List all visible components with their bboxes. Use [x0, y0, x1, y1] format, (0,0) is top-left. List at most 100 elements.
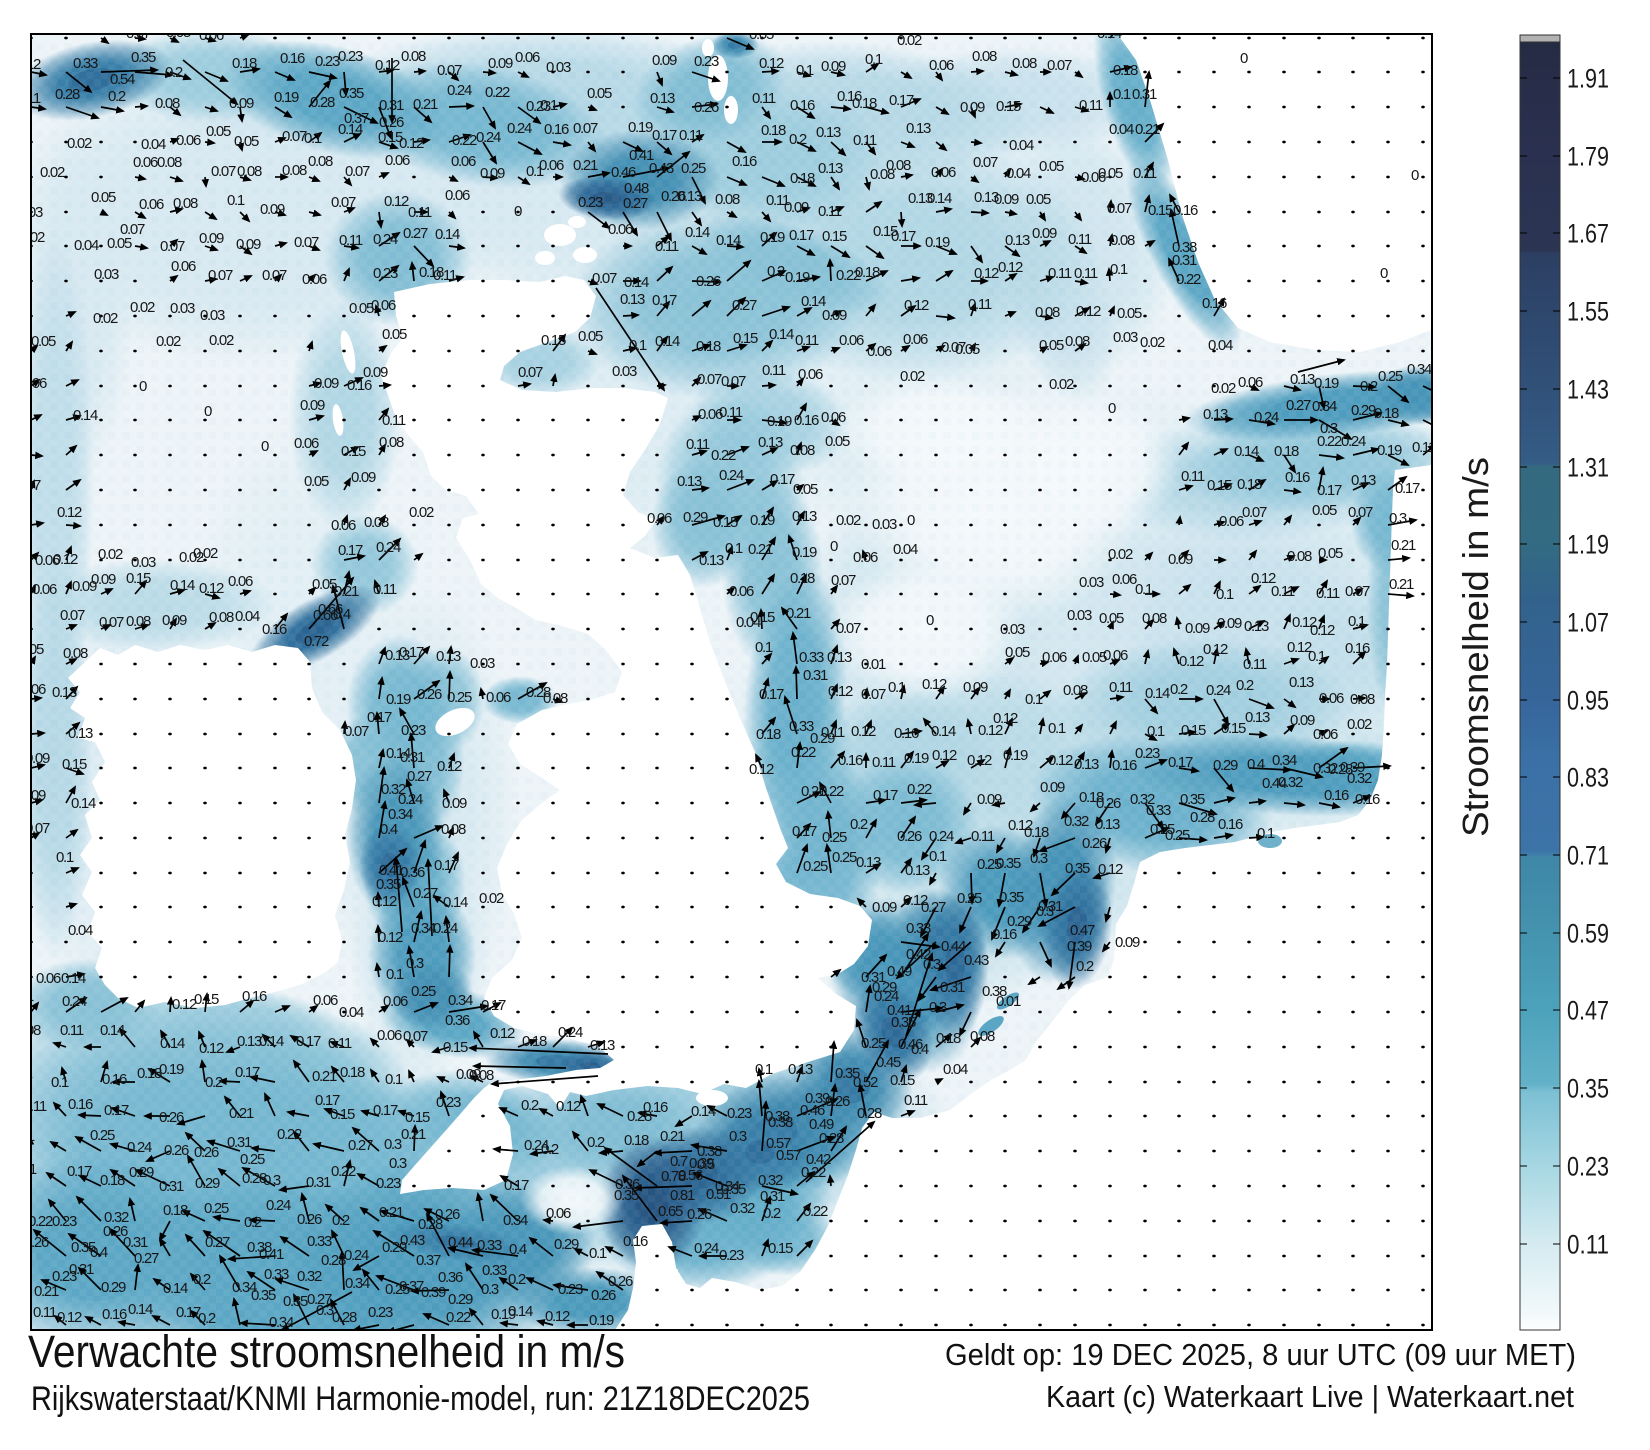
svg-text:0.17: 0.17	[770, 471, 795, 488]
svg-text:0.22: 0.22	[28, 1213, 53, 1230]
svg-text:0.11: 0.11	[719, 404, 743, 421]
svg-text:0.26: 0.26	[164, 1142, 189, 1159]
svg-text:0.33: 0.33	[799, 649, 824, 666]
svg-text:0.33: 0.33	[1146, 802, 1171, 819]
svg-text:0.15: 0.15	[378, 129, 403, 146]
svg-text:0.28: 0.28	[310, 94, 335, 111]
svg-text:0.19: 0.19	[386, 691, 411, 708]
svg-text:0.06: 0.06	[228, 573, 253, 590]
svg-text:0.34: 0.34	[1272, 752, 1297, 769]
svg-text:0.18: 0.18	[232, 55, 257, 72]
svg-text:0.59: 0.59	[1567, 919, 1609, 949]
svg-text:0.71: 0.71	[1567, 841, 1609, 871]
svg-text:0.34: 0.34	[1312, 398, 1337, 415]
svg-text:0.04: 0.04	[74, 237, 99, 254]
svg-text:0.06: 0.06	[383, 993, 408, 1010]
svg-text:0.15: 0.15	[713, 514, 738, 531]
svg-text:0.09: 0.09	[442, 795, 467, 812]
svg-text:0.07: 0.07	[60, 607, 85, 624]
svg-text:0.06: 0.06	[36, 970, 61, 987]
svg-text:0.2: 0.2	[763, 1205, 781, 1222]
svg-text:0.16: 0.16	[732, 153, 757, 170]
svg-text:0.11: 0.11	[408, 204, 432, 221]
svg-text:0.16: 0.16	[992, 926, 1017, 943]
svg-text:0.23: 0.23	[1567, 1152, 1609, 1182]
svg-text:0.3: 0.3	[389, 1155, 407, 1172]
svg-text:0.07: 0.07	[344, 723, 369, 740]
svg-text:0.22: 0.22	[485, 84, 510, 101]
svg-text:0.05: 0.05	[749, 26, 774, 43]
svg-text:0.21: 0.21	[660, 1128, 685, 1145]
svg-text:0.09: 0.09	[822, 307, 847, 324]
svg-text:0.16: 0.16	[1355, 791, 1380, 808]
svg-text:0.26: 0.26	[1096, 795, 1121, 812]
svg-text:0.29: 0.29	[195, 1175, 220, 1192]
svg-text:0.28: 0.28	[1328, 761, 1353, 778]
svg-text:0.24: 0.24	[376, 539, 401, 556]
svg-text:0.2: 0.2	[193, 1271, 211, 1288]
svg-text:0.11: 0.11	[433, 267, 457, 284]
svg-text:0.16: 0.16	[280, 50, 305, 67]
svg-text:0.07: 0.07	[973, 154, 998, 171]
svg-text:0.24: 0.24	[447, 82, 472, 99]
svg-text:0.08: 0.08	[16, 1022, 41, 1039]
svg-text:0.3: 0.3	[1030, 850, 1048, 867]
svg-text:0.15: 0.15	[62, 756, 87, 773]
svg-text:0.03: 0.03	[470, 655, 495, 672]
svg-text:0.04: 0.04	[893, 541, 918, 558]
svg-text:0.11: 0.11	[655, 238, 679, 255]
svg-text:0.02: 0.02	[156, 333, 181, 350]
svg-text:0.65: 0.65	[658, 1203, 683, 1220]
svg-text:0.11: 0.11	[795, 332, 819, 349]
svg-text:0.08: 0.08	[282, 162, 307, 179]
svg-text:0.14: 0.14	[435, 226, 460, 243]
svg-text:0.13: 0.13	[436, 648, 461, 665]
svg-text:0.43: 0.43	[400, 1232, 425, 1249]
svg-text:0.06: 0.06	[698, 406, 723, 423]
svg-text:0.39: 0.39	[421, 1284, 446, 1301]
svg-text:0.09: 0.09	[1032, 225, 1057, 242]
svg-text:0.33: 0.33	[264, 1266, 289, 1283]
svg-text:0.3: 0.3	[729, 1128, 747, 1145]
svg-text:0.22: 0.22	[907, 781, 932, 798]
svg-text:0.22: 0.22	[803, 1203, 828, 1220]
svg-text:0.06: 0.06	[451, 153, 476, 170]
svg-text:0.05: 0.05	[1098, 165, 1123, 182]
svg-text:0.28: 0.28	[627, 1108, 652, 1125]
svg-text:0.13: 0.13	[908, 190, 933, 207]
svg-text:0.07: 0.07	[1348, 504, 1373, 521]
svg-text:0.07: 0.07	[211, 163, 236, 180]
svg-text:0.31: 0.31	[940, 979, 965, 996]
svg-text:0.11: 0.11	[686, 436, 710, 453]
svg-text:0.15: 0.15	[996, 98, 1021, 115]
svg-text:0.28: 0.28	[321, 1252, 346, 1269]
svg-text:0.29: 0.29	[382, 1239, 407, 1256]
svg-text:0.57: 0.57	[776, 1147, 801, 1164]
svg-text:0.19: 0.19	[628, 119, 653, 136]
svg-text:0.27: 0.27	[134, 1250, 159, 1267]
svg-text:0.04: 0.04	[1208, 337, 1233, 354]
svg-text:0.12: 0.12	[372, 893, 397, 910]
svg-text:0.02: 0.02	[836, 512, 861, 529]
svg-text:0.22: 0.22	[801, 1164, 826, 1181]
svg-text:0.13: 0.13	[1095, 816, 1120, 833]
svg-text:0.14: 0.14	[73, 407, 98, 424]
svg-text:0.25: 0.25	[822, 829, 847, 846]
svg-text:0.04: 0.04	[1009, 137, 1034, 154]
svg-text:0.23: 0.23	[578, 194, 603, 211]
svg-text:0.07: 0.07	[1242, 504, 1267, 521]
svg-text:0.27: 0.27	[413, 885, 438, 902]
svg-text:0.07: 0.07	[941, 339, 966, 356]
svg-text:0.11: 0.11	[679, 127, 703, 144]
svg-text:0.21: 0.21	[573, 157, 598, 174]
svg-text:0.66: 0.66	[318, 601, 343, 618]
svg-text:0.48: 0.48	[624, 180, 649, 197]
svg-text:0.3: 0.3	[1389, 510, 1407, 527]
svg-text:0.34: 0.34	[1407, 361, 1432, 378]
svg-text:0.06: 0.06	[240, 20, 265, 37]
svg-text:0.07: 0.07	[282, 128, 307, 145]
svg-text:0.23: 0.23	[719, 1247, 744, 1264]
svg-text:0.3: 0.3	[1320, 420, 1338, 437]
svg-text:0.31: 0.31	[760, 1188, 785, 1205]
svg-text:0.02: 0.02	[93, 310, 118, 327]
